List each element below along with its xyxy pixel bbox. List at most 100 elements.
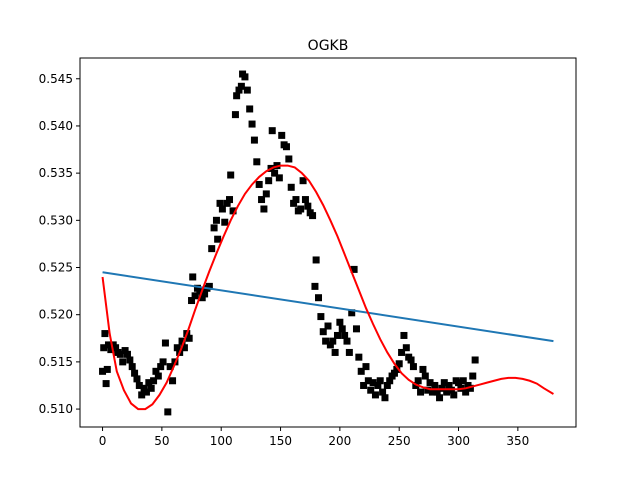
chart-title: OGKB	[308, 38, 349, 54]
scatter-point	[159, 358, 167, 366]
scatter-point	[275, 174, 283, 182]
scatter-point	[369, 379, 377, 387]
scatter-point	[208, 245, 216, 253]
scatter-point	[436, 394, 444, 402]
scatter-point	[246, 105, 254, 113]
scatter-point	[218, 205, 226, 213]
scatter-point	[221, 218, 229, 226]
scatter-point	[112, 344, 120, 352]
scatter-point	[352, 325, 360, 333]
scatter-point	[379, 388, 387, 396]
scatter-point	[229, 207, 237, 215]
scatter-point	[243, 86, 251, 94]
scatter-point	[338, 325, 346, 333]
scatter-point	[227, 171, 235, 179]
scatter-point	[443, 388, 451, 396]
scatter-point	[315, 294, 323, 302]
y-tick-label: 0.520	[39, 308, 73, 322]
scatter-point	[462, 388, 470, 396]
scatter-point	[324, 322, 332, 330]
scatter-point	[185, 334, 193, 342]
scatter-point	[426, 379, 434, 387]
scatter-point	[398, 348, 406, 356]
scatter-point	[147, 384, 155, 392]
scatter-point	[116, 350, 124, 358]
y-axis: 0.510 0.515 0.520 0.525 0.530 0.535 0.540 0.545	[39, 72, 80, 416]
scatter-point	[419, 365, 427, 373]
scatter-point	[428, 388, 436, 396]
scatter-point	[233, 92, 241, 100]
scatter-point	[409, 363, 417, 371]
scatter-point	[466, 384, 474, 392]
x-tick-label: 150	[269, 434, 292, 448]
scatter-point	[290, 199, 298, 207]
scatter-point	[371, 391, 379, 399]
scatter-point	[407, 356, 415, 364]
scatter-point	[126, 356, 134, 364]
scatter-point	[123, 350, 131, 358]
scatter-point	[329, 337, 337, 345]
scatter-point	[121, 347, 129, 355]
x-tick-label: 250	[388, 434, 411, 448]
scatter-point	[104, 341, 112, 349]
scatter-point	[196, 287, 204, 295]
scatter-point	[431, 381, 439, 389]
scatter-point	[376, 377, 384, 385]
scatter-point	[173, 344, 181, 352]
scatter-point	[400, 331, 408, 339]
scatter-point	[297, 205, 305, 213]
scatter-point	[237, 82, 245, 90]
scatter-point	[241, 73, 249, 81]
scatter-point	[102, 380, 110, 388]
scatter-point	[138, 391, 146, 399]
scatter-point	[99, 367, 107, 375]
scatter-point	[169, 377, 177, 385]
scatter-point	[336, 318, 344, 326]
scatter-point	[312, 256, 320, 264]
scatter-point	[205, 282, 213, 290]
plot-content	[99, 70, 554, 416]
scatter-point	[226, 196, 234, 204]
scatter-point	[145, 379, 153, 387]
scatter-point	[119, 358, 127, 366]
scatter-point	[198, 294, 206, 302]
scatter-point	[317, 313, 325, 321]
scatter-point	[424, 386, 432, 394]
scatter-point	[440, 379, 448, 387]
x-tick-label: 100	[210, 434, 233, 448]
scatter-point	[360, 381, 368, 389]
scatter-point	[309, 212, 317, 220]
scatter-point	[383, 381, 391, 389]
scatter-point	[210, 224, 218, 232]
scatter-point	[188, 297, 196, 305]
scatter-point	[178, 337, 186, 345]
scatter-point	[103, 365, 111, 373]
scatter-point	[381, 394, 389, 402]
scatter-point	[333, 331, 341, 339]
x-tick-label: 50	[154, 434, 169, 448]
scatter-point	[191, 292, 199, 300]
scatter-point	[450, 391, 458, 399]
scatter-point	[212, 216, 220, 224]
x-tick-label: 350	[506, 434, 529, 448]
scatter-point	[214, 235, 222, 243]
scatter-point	[268, 127, 276, 135]
scatter-point	[299, 177, 307, 185]
x-tick-label: 300	[447, 434, 470, 448]
scatter-point	[253, 158, 261, 166]
scatter-point	[469, 372, 477, 380]
scatter-point	[255, 180, 263, 188]
scatter-point	[260, 205, 268, 213]
x-tick-label: 0	[99, 434, 107, 448]
y-tick-label: 0.510	[39, 402, 73, 416]
scatter-point	[223, 199, 231, 207]
scatter-point	[265, 177, 273, 185]
scatter-point	[157, 363, 165, 371]
scatter-point	[311, 282, 319, 290]
scatter-point	[393, 365, 401, 373]
y-tick-label: 0.515	[39, 355, 73, 369]
scatter-point	[271, 169, 279, 177]
scatter-point	[152, 367, 160, 375]
